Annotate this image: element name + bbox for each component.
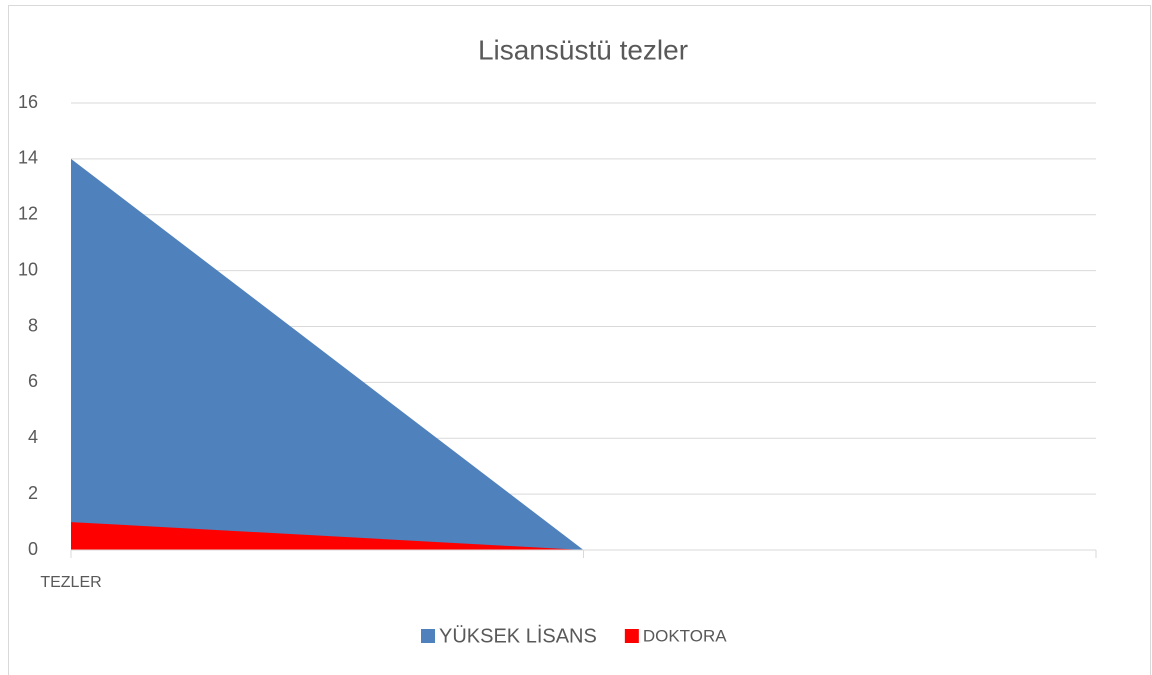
area (71, 158, 1096, 550)
area (71, 522, 1096, 550)
y-tick-label: 0 (28, 539, 38, 559)
chart-title: Lisansüstü tezler (478, 34, 688, 65)
y-tick-label: 16 (18, 92, 38, 112)
y-tick-label: 12 (18, 204, 38, 224)
x-tick-label: TEZLER (40, 574, 101, 591)
y-tick-label: 8 (28, 315, 38, 335)
y-tick-label: 10 (18, 259, 38, 279)
legend-label: DOKTORA (643, 626, 727, 645)
y-tick-label: 2 (28, 483, 38, 503)
y-tick-label: 6 (28, 371, 38, 391)
y-tick-label: 4 (28, 427, 38, 447)
legend-label: YÜKSEK LİSANS (439, 624, 597, 647)
legend-swatch (624, 629, 639, 643)
y-tick-label: 14 (18, 148, 38, 168)
legend-swatch (421, 629, 435, 643)
